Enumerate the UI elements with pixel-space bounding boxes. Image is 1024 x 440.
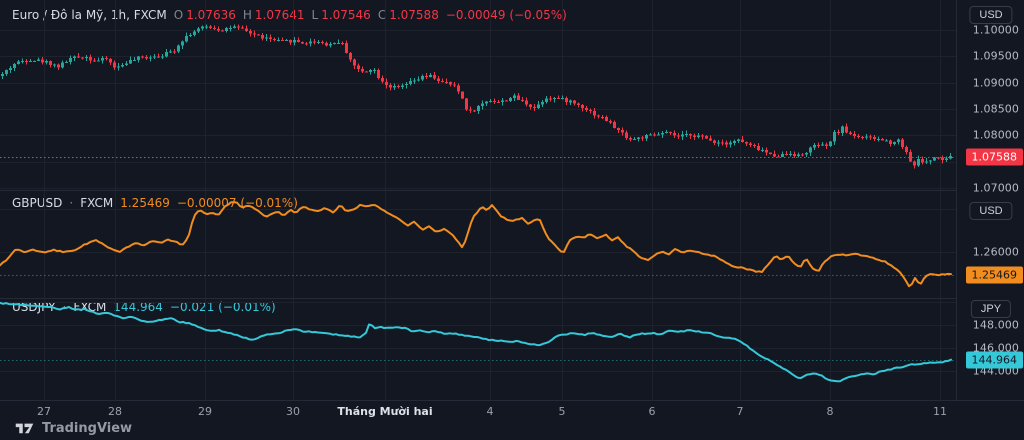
last-value: 144.964 bbox=[113, 300, 163, 314]
price-tick-label: 1.08500 bbox=[972, 102, 1019, 116]
time-label: 29 bbox=[198, 405, 212, 418]
price-tick-label: 1.09000 bbox=[972, 76, 1019, 90]
time-label: 4 bbox=[486, 405, 494, 418]
eurusd-candles-series bbox=[1, 24, 952, 169]
price-tick-label: 1.08000 bbox=[972, 128, 1019, 142]
symbol-title: GBPUSD bbox=[12, 196, 63, 210]
gbpusd-line-series bbox=[0, 201, 952, 288]
currency-button-jpy[interactable]: JPY bbox=[970, 300, 1012, 318]
legend-eurusd[interactable]: Euro / Đô la Mỹ, 1h, FXCM O 1.07636 H 1.… bbox=[12, 8, 567, 22]
price-tick-label: 1.10000 bbox=[972, 23, 1019, 37]
change-value: −0.021 (−0.01%) bbox=[169, 300, 276, 314]
price-tick-label: 1.09500 bbox=[972, 49, 1019, 63]
price-tick-label: 1.07000 bbox=[972, 181, 1019, 195]
time-axis[interactable]: 27 28 29 30 Tháng Mười hai 4 5 6 7 8 11 bbox=[0, 400, 1024, 423]
time-label: 11 bbox=[933, 405, 947, 418]
time-label: 30 bbox=[286, 405, 300, 418]
price-tick-label: 1.26000 bbox=[972, 245, 1019, 259]
high-value: 1.07641 bbox=[254, 8, 305, 22]
close-value: 1.07588 bbox=[389, 8, 439, 22]
watermark-text: TradingView bbox=[42, 420, 133, 436]
time-label: 28 bbox=[108, 405, 122, 418]
change-value: −0.00049 (−0.05%) bbox=[445, 8, 567, 22]
tradingview-logo-icon bbox=[15, 423, 34, 434]
last-price-badge: 1.25469 bbox=[965, 266, 1023, 284]
close-label: C bbox=[377, 8, 387, 22]
open-value: 1.07636 bbox=[186, 8, 236, 22]
time-label: 8 bbox=[826, 405, 834, 418]
time-label: 6 bbox=[648, 405, 656, 418]
last-price-badge: 1.07588 bbox=[965, 148, 1023, 166]
symbol-title: Euro / Đô la Mỹ, 1h, FXCM bbox=[12, 8, 167, 22]
low-value: 1.07546 bbox=[321, 8, 371, 22]
grid-lines bbox=[0, 0, 956, 400]
currency-button-usd-2[interactable]: USD bbox=[969, 202, 1013, 220]
exchange-label: FXCM bbox=[80, 196, 114, 210]
time-label-month: Tháng Mười hai bbox=[337, 405, 433, 418]
dot-separator: · bbox=[69, 196, 74, 210]
price-tick-label: 148.000 bbox=[972, 318, 1019, 332]
time-label: 7 bbox=[736, 405, 744, 418]
time-label: 27 bbox=[37, 405, 51, 418]
last-price-lines bbox=[0, 157, 956, 361]
last-price-badge: 144.964 bbox=[965, 351, 1023, 369]
chart-plot-area[interactable] bbox=[0, 0, 956, 404]
currency-button-usd[interactable]: USD bbox=[969, 6, 1013, 24]
tradingview-watermark[interactable]: TradingView bbox=[14, 420, 132, 436]
high-label: H bbox=[242, 8, 252, 22]
price-axis[interactable]: USD USD JPY 1.10000 1.09500 1.09000 1.08500… bbox=[956, 0, 1024, 400]
low-label: L bbox=[311, 8, 319, 22]
time-label: 5 bbox=[558, 405, 566, 418]
price-tick-label: 146.000 bbox=[972, 341, 1019, 355]
last-value: 1.25469 bbox=[120, 196, 170, 210]
usdjpy-line-series bbox=[0, 301, 952, 383]
open-label: O bbox=[173, 8, 184, 22]
dot-separator: · bbox=[62, 300, 67, 314]
